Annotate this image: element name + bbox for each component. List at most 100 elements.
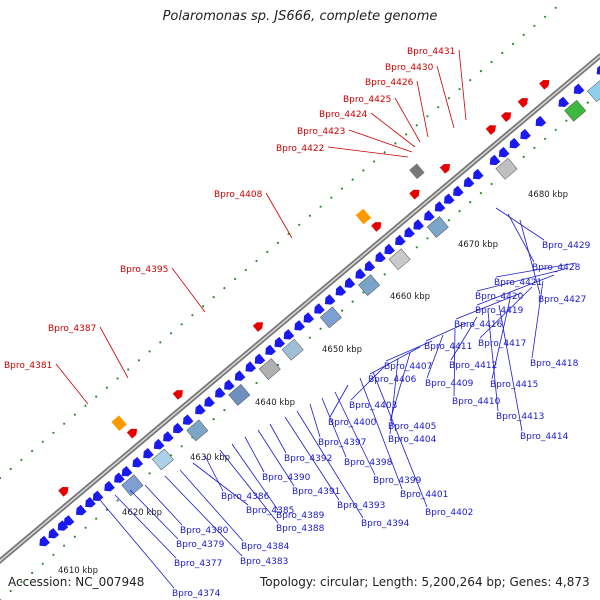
reverse-gene-arrow[interactable] xyxy=(262,344,276,358)
reverse-gene-arrow[interactable] xyxy=(533,115,547,129)
reverse-gene-label[interactable]: Bpro_4392 xyxy=(284,454,332,464)
reverse-gene-label[interactable]: Bpro_4411 xyxy=(424,342,472,352)
reverse-gene-arrow[interactable] xyxy=(36,535,50,549)
reverse-gene-arrow[interactable] xyxy=(470,168,484,182)
reverse-gene-label[interactable]: Bpro_4404 xyxy=(388,435,437,445)
forward-gene-arrow[interactable] xyxy=(58,484,71,497)
reverse-gene-arrow[interactable] xyxy=(73,504,87,518)
forward-gene-arrow[interactable] xyxy=(539,77,552,90)
reverse-gene-arrow[interactable] xyxy=(362,260,376,274)
reverse-gene-arrow[interactable] xyxy=(517,128,531,142)
reverse-gene-arrow[interactable] xyxy=(82,497,96,510)
gene-block[interactable] xyxy=(111,415,127,432)
reverse-gene-label[interactable]: Bpro_4388 xyxy=(276,524,325,534)
gene-block[interactable] xyxy=(151,448,174,471)
reverse-gene-arrow[interactable] xyxy=(401,227,415,240)
gene-block[interactable] xyxy=(388,248,411,271)
reverse-gene-label[interactable]: Bpro_4385 xyxy=(246,506,294,516)
reverse-gene-arrow[interactable] xyxy=(111,472,125,486)
forward-gene-arrow[interactable] xyxy=(126,426,140,439)
reverse-gene-label[interactable]: Bpro_4421 xyxy=(494,278,542,288)
reverse-gene-label[interactable]: Bpro_4419 xyxy=(475,306,524,316)
reverse-gene-label[interactable]: Bpro_4397 xyxy=(318,438,366,448)
reverse-gene-arrow[interactable] xyxy=(450,185,464,199)
reverse-gene-arrow[interactable] xyxy=(496,146,510,160)
reverse-gene-arrow[interactable] xyxy=(192,404,206,417)
reverse-gene-label[interactable]: Bpro_4405 xyxy=(388,422,436,432)
reverse-gene-arrow[interactable] xyxy=(352,268,366,281)
gene-block[interactable] xyxy=(409,163,425,180)
gene-block[interactable] xyxy=(258,358,281,380)
reverse-gene-label[interactable]: Bpro_4393 xyxy=(337,501,385,511)
reverse-gene-label[interactable]: Bpro_4379 xyxy=(176,540,225,550)
reverse-gene-arrow[interactable] xyxy=(342,277,356,290)
reverse-gene-arrow[interactable] xyxy=(410,219,424,232)
reverse-gene-label[interactable]: Bpro_4383 xyxy=(240,557,288,567)
reverse-gene-label[interactable]: Bpro_4414 xyxy=(520,432,569,442)
reverse-gene-arrow[interactable] xyxy=(232,370,246,383)
reverse-gene-arrow[interactable] xyxy=(487,154,501,168)
reverse-gene-label[interactable]: Bpro_4398 xyxy=(344,458,393,468)
reverse-gene-label[interactable]: Bpro_4418 xyxy=(530,359,579,369)
forward-gene-label[interactable]: Bpro_4387 xyxy=(48,324,96,334)
reverse-gene-label[interactable]: Bpro_4417 xyxy=(478,339,526,349)
gene-block[interactable] xyxy=(228,384,251,406)
forward-gene-label[interactable]: Bpro_4423 xyxy=(297,127,345,137)
forward-gene-label[interactable]: Bpro_4430 xyxy=(385,63,434,73)
forward-gene-label[interactable]: Bpro_4408 xyxy=(214,190,263,200)
reverse-gene-arrow[interactable] xyxy=(212,387,226,400)
reverse-gene-arrow[interactable] xyxy=(392,234,406,248)
reverse-gene-label[interactable]: Bpro_4402 xyxy=(425,508,473,518)
reverse-gene-arrow[interactable] xyxy=(221,379,235,393)
reverse-gene-arrow[interactable] xyxy=(180,414,194,427)
forward-gene-label[interactable]: Bpro_4431 xyxy=(407,47,455,57)
reverse-gene-arrow[interactable] xyxy=(130,457,144,470)
reverse-gene-label[interactable]: Bpro_4416 xyxy=(454,320,503,330)
reverse-gene-arrow[interactable] xyxy=(90,490,104,504)
reverse-gene-label[interactable]: Bpro_4415 xyxy=(490,380,538,390)
reverse-gene-arrow[interactable] xyxy=(55,520,69,533)
reverse-gene-label[interactable]: Bpro_4420 xyxy=(475,292,524,302)
gene-block[interactable] xyxy=(281,338,304,361)
reverse-gene-arrow[interactable] xyxy=(333,285,347,298)
reverse-gene-arrow[interactable] xyxy=(243,361,257,374)
reverse-gene-label[interactable]: Bpro_4386 xyxy=(221,492,270,502)
forward-gene-label[interactable]: Bpro_4381 xyxy=(4,361,52,371)
forward-gene-arrow[interactable] xyxy=(371,219,384,232)
reverse-gene-arrow[interactable] xyxy=(507,137,521,151)
gene-block[interactable] xyxy=(186,419,209,442)
reverse-gene-label[interactable]: Bpro_4377 xyxy=(174,559,222,569)
gene-block[interactable] xyxy=(495,157,518,180)
reverse-gene-arrow[interactable] xyxy=(571,83,585,97)
reverse-gene-arrow[interactable] xyxy=(432,201,446,214)
gene-block[interactable] xyxy=(426,216,449,238)
reverse-gene-label[interactable]: Bpro_4380 xyxy=(180,526,229,536)
reverse-gene-label[interactable]: Bpro_4427 xyxy=(538,295,586,305)
reverse-gene-arrow[interactable] xyxy=(301,312,315,325)
reverse-gene-arrow[interactable] xyxy=(441,193,455,207)
forward-gene-label[interactable]: Bpro_4425 xyxy=(343,95,391,105)
reverse-gene-label[interactable]: Bpro_4391 xyxy=(292,487,340,497)
forward-gene-arrow[interactable] xyxy=(409,187,422,200)
reverse-gene-label[interactable]: Bpro_4394 xyxy=(361,519,410,529)
reverse-gene-label[interactable]: Bpro_4428 xyxy=(532,263,581,273)
reverse-gene-arrow[interactable] xyxy=(46,528,60,541)
reverse-gene-arrow[interactable] xyxy=(461,176,475,190)
reverse-gene-label[interactable]: Bpro_4406 xyxy=(368,375,417,385)
gene-block[interactable] xyxy=(587,80,600,103)
forward-gene-arrow[interactable] xyxy=(517,95,531,108)
reverse-gene-arrow[interactable] xyxy=(151,438,165,452)
forward-gene-arrow[interactable] xyxy=(439,161,453,174)
forward-gene-arrow[interactable] xyxy=(500,109,514,122)
reverse-gene-label[interactable]: Bpro_4409 xyxy=(425,379,474,389)
reverse-gene-arrow[interactable] xyxy=(594,64,600,77)
forward-gene-arrow[interactable] xyxy=(252,319,266,332)
forward-gene-label[interactable]: Bpro_4426 xyxy=(365,78,414,88)
reverse-gene-label[interactable]: Bpro_4374 xyxy=(172,589,221,599)
forward-gene-arrow[interactable] xyxy=(485,122,499,135)
forward-gene-label[interactable]: Bpro_4422 xyxy=(276,144,324,154)
reverse-gene-label[interactable]: Bpro_4384 xyxy=(241,542,290,552)
reverse-gene-arrow[interactable] xyxy=(372,251,386,265)
reverse-gene-arrow[interactable] xyxy=(61,515,75,528)
reverse-gene-label[interactable]: Bpro_4400 xyxy=(328,418,377,428)
